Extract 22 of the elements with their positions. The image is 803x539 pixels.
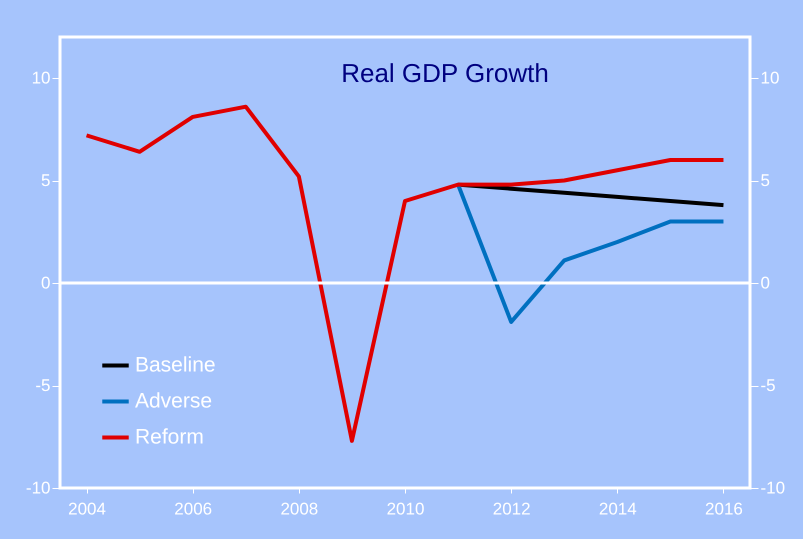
line-series [84,104,726,443]
x-tick-label: 2010 [386,500,424,518]
x-tick-label: 2008 [280,500,318,518]
y-tick-label: 10 [32,68,50,88]
x-tick-label: 2012 [492,500,531,518]
x-tick-label: 2016 [705,500,743,518]
x-tick-label: 2006 [174,500,212,518]
x-tick-label: 2004 [68,500,106,518]
legend-label: Reform [135,426,204,448]
y2-tick-label: 0 [760,274,770,292]
y-tick-label: 0 [41,274,50,292]
y-tick-label: -10 [26,478,50,498]
x-tick-label: 2014 [598,500,637,518]
legend-label: Baseline [135,354,216,376]
legend-label: Adverse [135,390,212,412]
y-tick-label: -5 [35,376,50,395]
y2-tick-label: -10 [760,478,786,498]
y2-tick-label: -5 [760,376,776,395]
y2-tick-label: 5 [760,171,770,190]
y-tick-label: 5 [41,171,50,190]
text: Real GDP Growth [341,58,549,88]
y2-tick-label: 10 [760,68,780,88]
